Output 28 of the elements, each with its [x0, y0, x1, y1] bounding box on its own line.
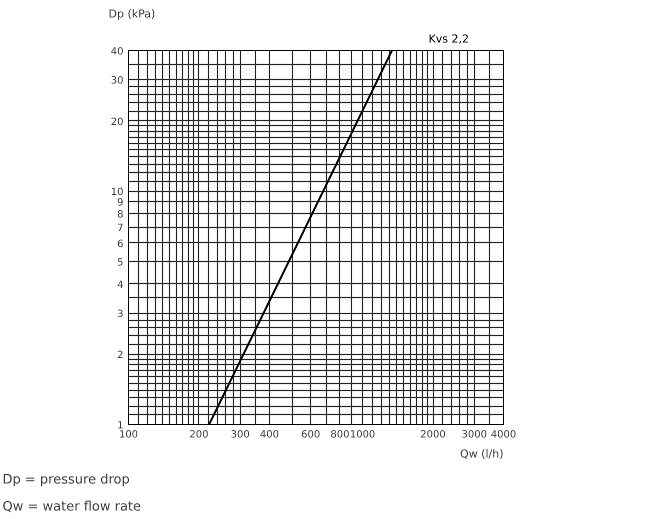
y-tick-label: 8 [117, 210, 124, 221]
x-tick-label: 600 [301, 430, 320, 440]
y-tick-label: 20 [110, 116, 124, 128]
text: Dp = pressure drop [2, 472, 130, 488]
y-tick-label: 3 [117, 309, 124, 320]
y-tick-label: 40 [110, 46, 124, 58]
x-tick-label: 4000 [490, 430, 516, 440]
x-tick-label: 2000 [420, 430, 446, 440]
y-tick-label: 1 [117, 420, 124, 432]
y-tick-label: 30 [110, 76, 124, 87]
x-tick-label: 1000 [350, 430, 376, 440]
x-tick-label: 100 [118, 430, 138, 440]
text: Kvs 2,2 [428, 32, 469, 46]
y-tick-label: 2 [117, 350, 124, 362]
y-tick-label: 6 [117, 238, 124, 250]
y-tick-label: 5 [117, 257, 124, 268]
y-tick-label: 4 [117, 280, 124, 291]
x-axis-title: Qw (l/h) [460, 448, 504, 460]
y-axis-title: Dp (kPa) [108, 8, 156, 20]
x-tick-label: 3000 [462, 430, 487, 440]
x-tick-label: 800 [330, 430, 350, 440]
y-tick-label: 7 [117, 223, 124, 234]
x-tick-label: 400 [260, 430, 279, 440]
y-tick-label: 9 [117, 198, 124, 209]
x-tick-label: 300 [230, 430, 250, 440]
y-tick-label: 10 [110, 187, 124, 198]
text: Qw = water flow rate [2, 500, 142, 514]
x-tick-label: 200 [189, 430, 209, 440]
